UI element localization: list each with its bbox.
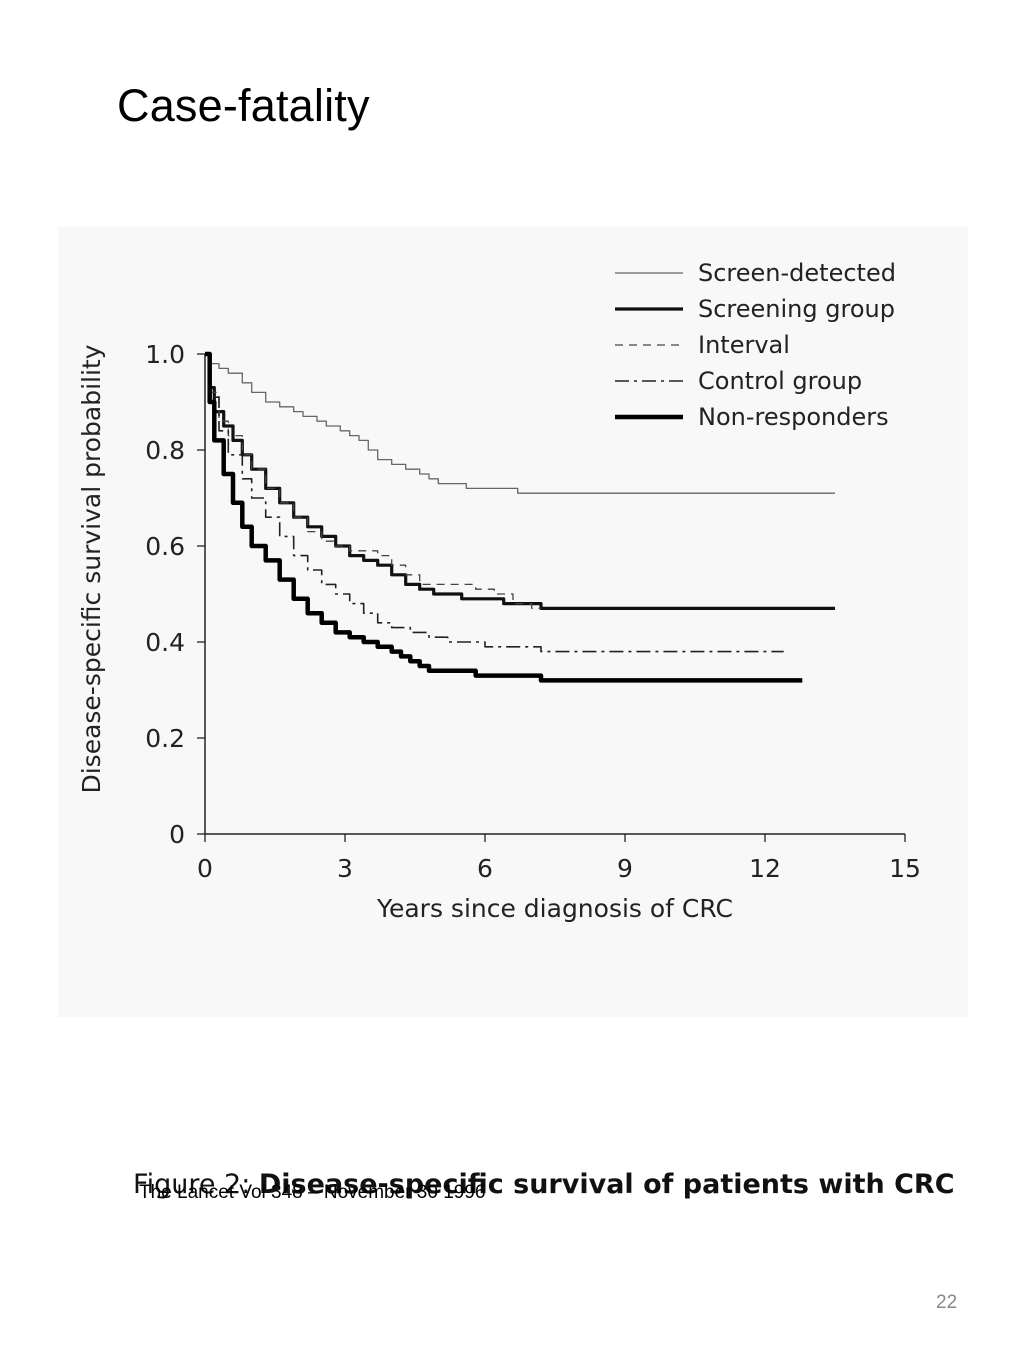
- series-lines: [205, 351, 835, 683]
- series-line-screen-detected: [205, 353, 835, 494]
- survival-chart: 0 0.2 0.4 0.6 0.8 1.0 0 3 6 9 12 15 Years since diag…: [77, 259, 921, 923]
- x-tick-label: 6: [477, 854, 493, 883]
- legend-label: Screen-detected: [698, 259, 896, 287]
- figure-panel: 0 0.2 0.4 0.6 0.8 1.0 0 3 6 9 12 15 Years since diag…: [58, 227, 968, 1200]
- series-line-screening-group: [205, 352, 835, 610]
- axes: 0 0.2 0.4 0.6 0.8 1.0 0 3 6 9 12 15 Years since diag…: [77, 340, 921, 923]
- page-number: 22: [936, 1292, 958, 1313]
- series-line-interval: [205, 353, 541, 610]
- y-axis-label: Disease-specific survival probability: [77, 344, 106, 793]
- x-tick-label: 15: [889, 854, 921, 883]
- x-tick-label: 12: [749, 854, 781, 883]
- y-tick-label: 0.6: [145, 532, 185, 561]
- y-tick-label: 0.4: [145, 628, 185, 657]
- series-line-control-group: [205, 353, 784, 653]
- slide-title: Case-fatality: [117, 80, 370, 131]
- x-tick-label: 3: [337, 854, 353, 883]
- y-tick-label: 0.2: [145, 724, 185, 753]
- source-citation: The Lancet Vol 348 – November 30 1996: [139, 1182, 486, 1203]
- figure-caption: Figure 2: Disease-specific survival of p…: [133, 1169, 955, 1200]
- y-tick-label: 0.8: [145, 436, 185, 465]
- legend-label: Screening group: [698, 295, 895, 323]
- x-axis-label: Years since diagnosis of CRC: [376, 894, 733, 923]
- y-tick-label: 0: [169, 820, 185, 849]
- x-tick-label: 9: [617, 854, 633, 883]
- legend: Screen-detected Screening group Interval Co…: [615, 259, 896, 431]
- y-tick-label: 1.0: [145, 340, 185, 369]
- legend-label: Control group: [698, 367, 862, 395]
- caption-prefix: Figure 2:: [133, 1169, 251, 1200]
- legend-label: Interval: [698, 331, 790, 359]
- caption-title: Disease-specific survival of patients wi…: [258, 1169, 955, 1200]
- x-tick-label: 0: [197, 854, 213, 883]
- legend-label: Non-responders: [698, 403, 889, 431]
- series-line-non-responders: [205, 351, 803, 683]
